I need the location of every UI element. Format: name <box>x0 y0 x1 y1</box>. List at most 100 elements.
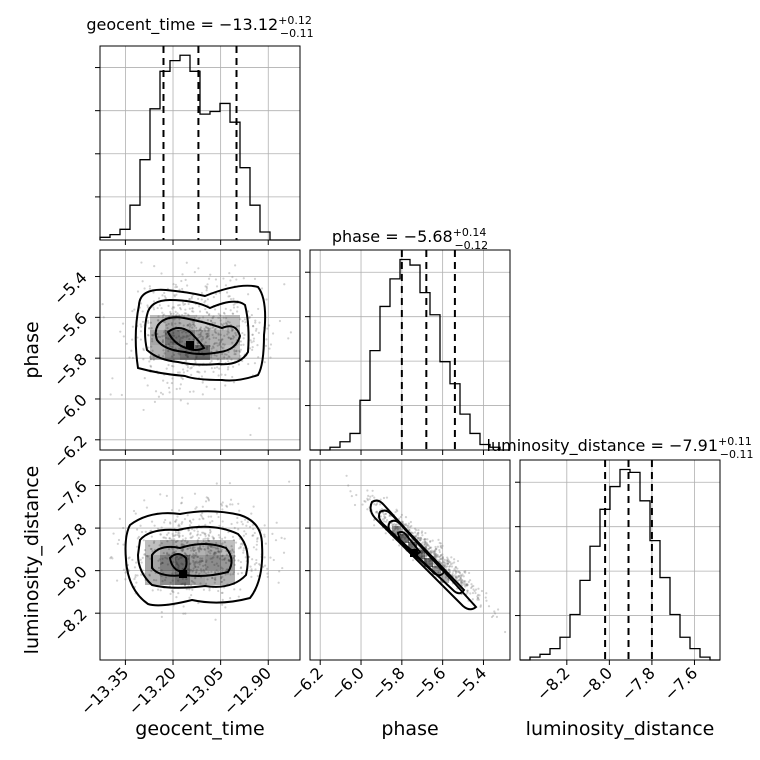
scatter-point <box>194 361 197 364</box>
scatter-point <box>219 359 222 362</box>
scatter-point <box>197 318 200 321</box>
scatter-point <box>131 356 134 360</box>
scatter-point <box>189 324 192 327</box>
scatter-point <box>167 349 170 353</box>
scatter-point <box>148 327 151 330</box>
scatter-point <box>207 327 210 331</box>
scatter-point <box>209 531 212 534</box>
scatter-point <box>202 337 205 340</box>
scatter-point <box>208 587 211 590</box>
scatter-point <box>450 556 453 559</box>
scatter-point <box>216 556 219 559</box>
y-tick-label: −8.0 <box>50 562 91 603</box>
scatter-point <box>170 381 174 385</box>
density-cell <box>195 330 210 345</box>
scatter-point <box>230 327 233 330</box>
scatter-point <box>199 533 202 537</box>
scatter-point <box>221 323 224 326</box>
scatter-point <box>219 316 222 319</box>
scatter-point <box>223 356 226 359</box>
scatter-point <box>367 494 370 497</box>
scatter-point <box>195 553 198 557</box>
scatter-point <box>251 558 254 561</box>
scatter-point <box>170 322 173 325</box>
scatter-point <box>404 523 408 526</box>
scatter-point <box>205 332 208 336</box>
scatter-point <box>221 508 224 511</box>
scatter-point <box>466 589 469 592</box>
scatter-point <box>165 552 169 556</box>
scatter-point <box>439 544 442 547</box>
scatter-point <box>232 571 236 574</box>
density-cell <box>424 558 433 567</box>
scatter-point <box>208 534 211 538</box>
scatter-point <box>203 570 206 573</box>
x-tick-label: −13.05 <box>172 663 227 718</box>
scatter-point <box>208 337 211 341</box>
scatter-point <box>263 564 267 567</box>
scatter-point <box>206 539 210 542</box>
scatter-point <box>206 283 209 286</box>
scatter-point <box>459 577 462 580</box>
scatter-point <box>424 545 428 549</box>
scatter-point <box>463 579 466 583</box>
scatter-point <box>217 316 220 319</box>
scatter-point <box>150 535 153 538</box>
scatter-point <box>194 571 198 574</box>
scatter-point <box>469 592 472 595</box>
scatter-point <box>446 562 449 565</box>
scatter-point <box>441 561 444 564</box>
scatter-point <box>233 353 236 356</box>
scatter-point <box>217 547 220 551</box>
scatter-point <box>145 554 148 558</box>
scatter-point <box>419 539 422 542</box>
contour-outer <box>124 510 264 607</box>
scatter-point <box>237 363 241 366</box>
scatter-point <box>228 321 231 324</box>
x-tick-label: −13.20 <box>125 663 180 718</box>
scatter-point <box>159 493 162 496</box>
scatter-point <box>454 569 457 572</box>
scatter-point <box>186 514 189 517</box>
scatter-point <box>490 615 494 619</box>
scatter-point <box>146 306 150 309</box>
scatter-point <box>221 567 224 570</box>
scatter-point <box>215 512 219 515</box>
scatter-point <box>177 347 181 351</box>
scatter-point <box>214 278 218 281</box>
scatter-point <box>122 543 125 546</box>
scatter-point <box>349 490 352 493</box>
scatter-point <box>434 553 437 556</box>
density-cell <box>190 540 205 555</box>
panel-2d-geocent-time-phase <box>99 249 301 451</box>
scatter-point <box>146 555 149 558</box>
scatter-point <box>252 337 256 340</box>
scatter-point <box>192 556 195 560</box>
scatter-point <box>220 502 223 506</box>
scatter-point <box>161 338 165 342</box>
scatter-point <box>210 347 213 350</box>
scatter-point <box>400 520 404 523</box>
scatter-point <box>183 517 187 521</box>
scatter-point <box>465 583 468 586</box>
scatter-point <box>235 350 238 353</box>
scatter-point <box>194 566 197 569</box>
peak-marker <box>179 570 187 578</box>
scatter-point <box>196 561 199 564</box>
scatter-point <box>158 304 161 307</box>
scatter-point <box>200 547 203 550</box>
scatter-point <box>383 520 386 523</box>
scatter-point <box>395 523 398 526</box>
scatter-point <box>136 574 139 577</box>
scatter-point <box>213 366 216 370</box>
scatter-point <box>220 550 223 553</box>
scatter-point <box>150 327 153 330</box>
scatter-point <box>400 528 404 531</box>
scatter-point <box>178 532 181 535</box>
scatter-point <box>217 589 220 593</box>
scatter-point <box>204 329 207 332</box>
scatter-point <box>211 546 214 549</box>
scatter-point <box>181 534 184 537</box>
scatter-point <box>188 596 191 599</box>
scatter-point <box>171 551 174 555</box>
